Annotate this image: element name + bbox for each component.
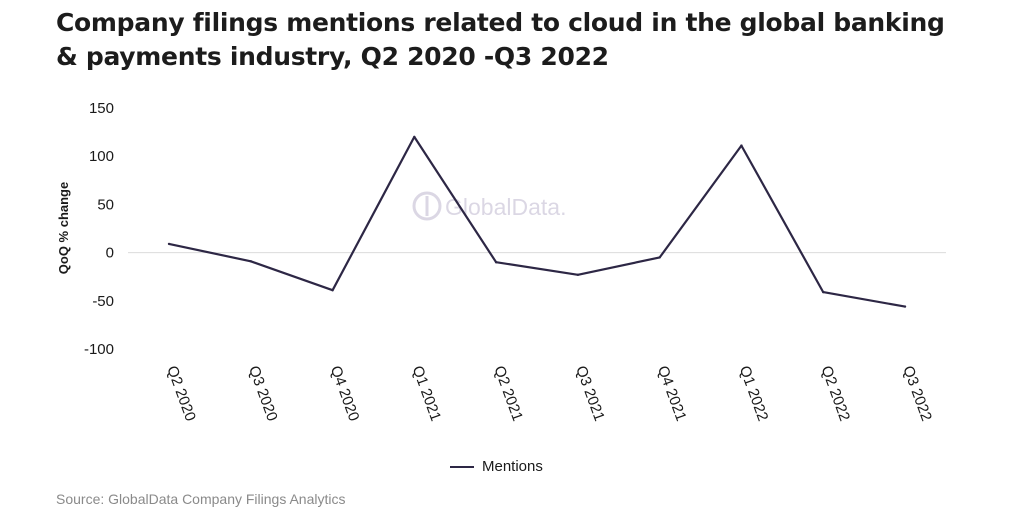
y-axis: 150 100 50 0 -50 -100 bbox=[84, 100, 114, 358]
data-point bbox=[494, 261, 498, 264]
globaldata-logo-icon bbox=[412, 191, 442, 221]
data-point bbox=[167, 242, 171, 246]
x-tick-label: Q3 2020 bbox=[245, 364, 281, 424]
x-tick-label: Q4 2021 bbox=[654, 364, 690, 424]
x-axis: Q2 2020 Q3 2020 Q4 2020 Q1 2021 Q2 2021 Q3 20… bbox=[163, 364, 935, 424]
y-tick-label: 150 bbox=[89, 100, 114, 117]
data-point bbox=[576, 273, 580, 276]
y-tick-label: -50 bbox=[92, 293, 114, 310]
series-line-mentions bbox=[168, 135, 906, 308]
y-axis-label: QoQ % change bbox=[56, 182, 71, 274]
legend-label: Mentions bbox=[482, 458, 543, 475]
x-tick-label: Q2 2022 bbox=[817, 364, 853, 424]
legend-swatch bbox=[450, 465, 474, 468]
x-tick-label: Q2 2021 bbox=[490, 364, 526, 424]
data-point bbox=[658, 256, 661, 259]
y-tick-label: 50 bbox=[97, 196, 114, 213]
data-point bbox=[822, 290, 825, 294]
y-tick-label: 100 bbox=[89, 148, 114, 165]
x-tick-label: Q1 2021 bbox=[409, 364, 445, 424]
data-point bbox=[249, 260, 252, 263]
legend: Mentions bbox=[450, 458, 543, 475]
source-note: Source: GlobalData Company Filings Analy… bbox=[56, 491, 346, 507]
y-tick-label: -100 bbox=[84, 341, 114, 358]
watermark-text: GlobalData. bbox=[445, 194, 566, 220]
x-tick-label: Q3 2021 bbox=[572, 364, 608, 424]
x-tick-label: Q4 2020 bbox=[327, 364, 363, 424]
x-tick-label: Q3 2022 bbox=[899, 364, 935, 424]
plot-area bbox=[167, 135, 907, 308]
x-tick-label: Q2 2020 bbox=[163, 364, 199, 424]
data-point bbox=[331, 288, 334, 292]
chart-title: Company filings mentions related to clou… bbox=[56, 8, 945, 71]
data-point bbox=[740, 144, 743, 147]
y-tick-label: 0 bbox=[106, 245, 114, 262]
data-point bbox=[903, 305, 907, 308]
x-tick-label: Q1 2022 bbox=[736, 364, 772, 424]
watermark-logo: GlobalData. bbox=[412, 191, 566, 221]
data-point bbox=[413, 135, 416, 139]
